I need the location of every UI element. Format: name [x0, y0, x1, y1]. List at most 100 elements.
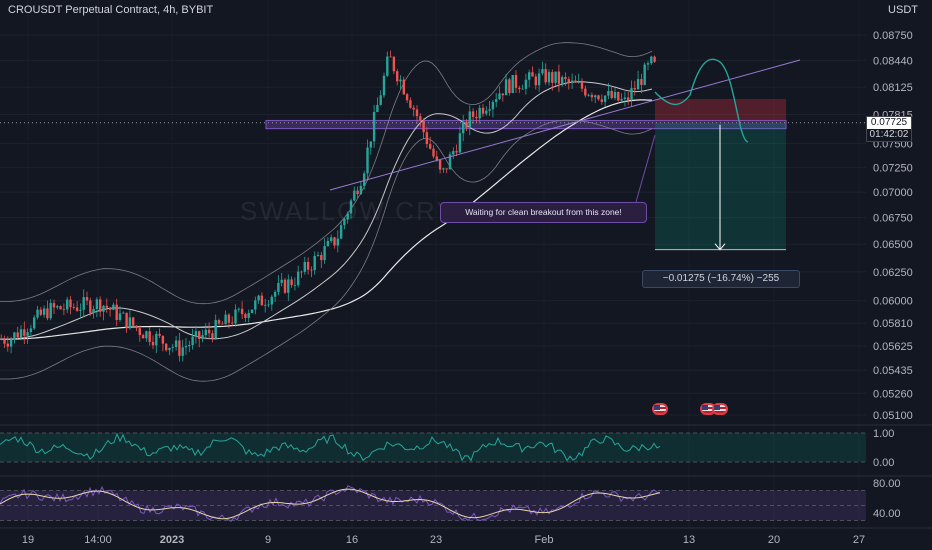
candle-body — [92, 308, 95, 313]
candle-body — [267, 304, 270, 306]
candle-body — [399, 79, 402, 82]
candle-body — [570, 80, 574, 83]
candle-body — [105, 305, 108, 308]
chart-grid — [0, 34, 932, 477]
candle-body — [165, 343, 168, 351]
candle-body — [178, 340, 181, 356]
candle-body — [198, 331, 201, 339]
candle-body — [353, 190, 356, 201]
candle-body — [132, 317, 135, 326]
candle-body — [336, 238, 339, 246]
oscillator-1-tick-label: 0.00 — [873, 457, 894, 469]
price-axis: 0.087500.084400.081250.078150.075000.072… — [873, 30, 913, 422]
price-tick-label: 0.06750 — [873, 213, 913, 225]
annotation-callout[interactable]: Waiting for clean breakout from this zon… — [440, 202, 647, 223]
candle-body — [207, 329, 211, 334]
candle-body — [62, 309, 66, 311]
candle-body — [82, 297, 85, 310]
candle-body — [13, 332, 16, 340]
candle-body — [419, 116, 422, 121]
measure-label[interactable]: −0.01275 (−16.74%) −255 — [642, 270, 800, 288]
candle-body — [412, 107, 415, 110]
time-tick-label: 16 — [346, 534, 358, 546]
candle-body — [603, 95, 607, 102]
candle-body — [343, 219, 346, 226]
oscillator-2-signal — [0, 488, 661, 520]
chart-title[interactable]: CROUSDT Perpetual Contract, 4h, BYBIT — [8, 4, 214, 16]
candle-body — [636, 79, 640, 90]
candle-body — [260, 295, 264, 306]
candle-body — [396, 71, 399, 82]
candle-body — [52, 303, 56, 308]
candle-body — [85, 297, 89, 301]
candle-body — [257, 295, 260, 301]
candle-body — [448, 154, 452, 170]
candle-body — [125, 312, 128, 329]
candle-body — [250, 309, 254, 314]
candle-body — [551, 72, 554, 83]
candle-body — [518, 87, 521, 90]
currency-label: USDT — [888, 4, 918, 16]
candle-body — [204, 329, 207, 336]
price-tick-label: 0.05435 — [873, 365, 913, 377]
candle-body — [554, 71, 557, 83]
candle-body — [26, 332, 29, 336]
candle-body — [89, 300, 92, 313]
candle-body — [481, 107, 485, 114]
price-tick-label: 0.08440 — [873, 55, 913, 67]
candle-body — [161, 335, 165, 344]
candle-body — [151, 341, 155, 346]
candle-body — [184, 346, 188, 348]
candle-body — [16, 332, 19, 338]
candle-body — [452, 151, 455, 155]
candle-body — [653, 56, 656, 62]
candle-body — [181, 347, 184, 356]
price-tick-label: 0.06500 — [873, 239, 913, 251]
candle-body — [112, 304, 115, 310]
candle-body — [217, 320, 221, 324]
resistance-zone — [265, 119, 787, 130]
us-flag-icon[interactable] — [712, 403, 728, 415]
candle-body — [145, 331, 148, 339]
oscillator-1-line — [0, 432, 661, 462]
candle-body — [495, 99, 498, 102]
candle-body — [425, 132, 429, 145]
candle-body — [240, 308, 244, 315]
price-tick-label: 0.08750 — [873, 30, 913, 42]
candle-body — [610, 90, 613, 99]
moving-averages — [0, 42, 653, 382]
candle-body — [389, 56, 392, 58]
candle-body — [273, 291, 277, 297]
chart-drawings — [0, 58, 866, 251]
candle-body — [191, 336, 194, 346]
candle-body — [590, 94, 594, 98]
candle-body — [511, 75, 514, 94]
candle-body — [359, 185, 363, 195]
time-tick-label: 27 — [853, 534, 865, 546]
candle-body — [514, 75, 518, 88]
candle-body — [290, 279, 293, 286]
candle-body — [650, 56, 653, 64]
candle-body — [300, 271, 303, 273]
candle-body — [244, 314, 247, 318]
candle-body — [297, 271, 300, 286]
candle-body — [95, 299, 99, 309]
candle-body — [174, 340, 178, 348]
price-tick-label: 0.05625 — [873, 341, 913, 353]
candle-body — [567, 79, 570, 83]
candle-body — [643, 64, 646, 85]
candle-body — [333, 237, 336, 246]
candle-body — [491, 101, 495, 110]
ascending-trendline — [329, 59, 801, 191]
candle-body — [534, 76, 537, 86]
us-flag-icon[interactable] — [652, 403, 668, 415]
price-tick-label: 0.06000 — [873, 296, 913, 308]
time-tick-label: Feb — [535, 534, 554, 546]
candle-body — [478, 107, 481, 119]
candle-body — [211, 333, 214, 339]
candle-body — [524, 79, 528, 89]
candle-body — [330, 237, 333, 241]
time-tick-label: 23 — [430, 534, 442, 546]
candle-body — [544, 69, 547, 83]
